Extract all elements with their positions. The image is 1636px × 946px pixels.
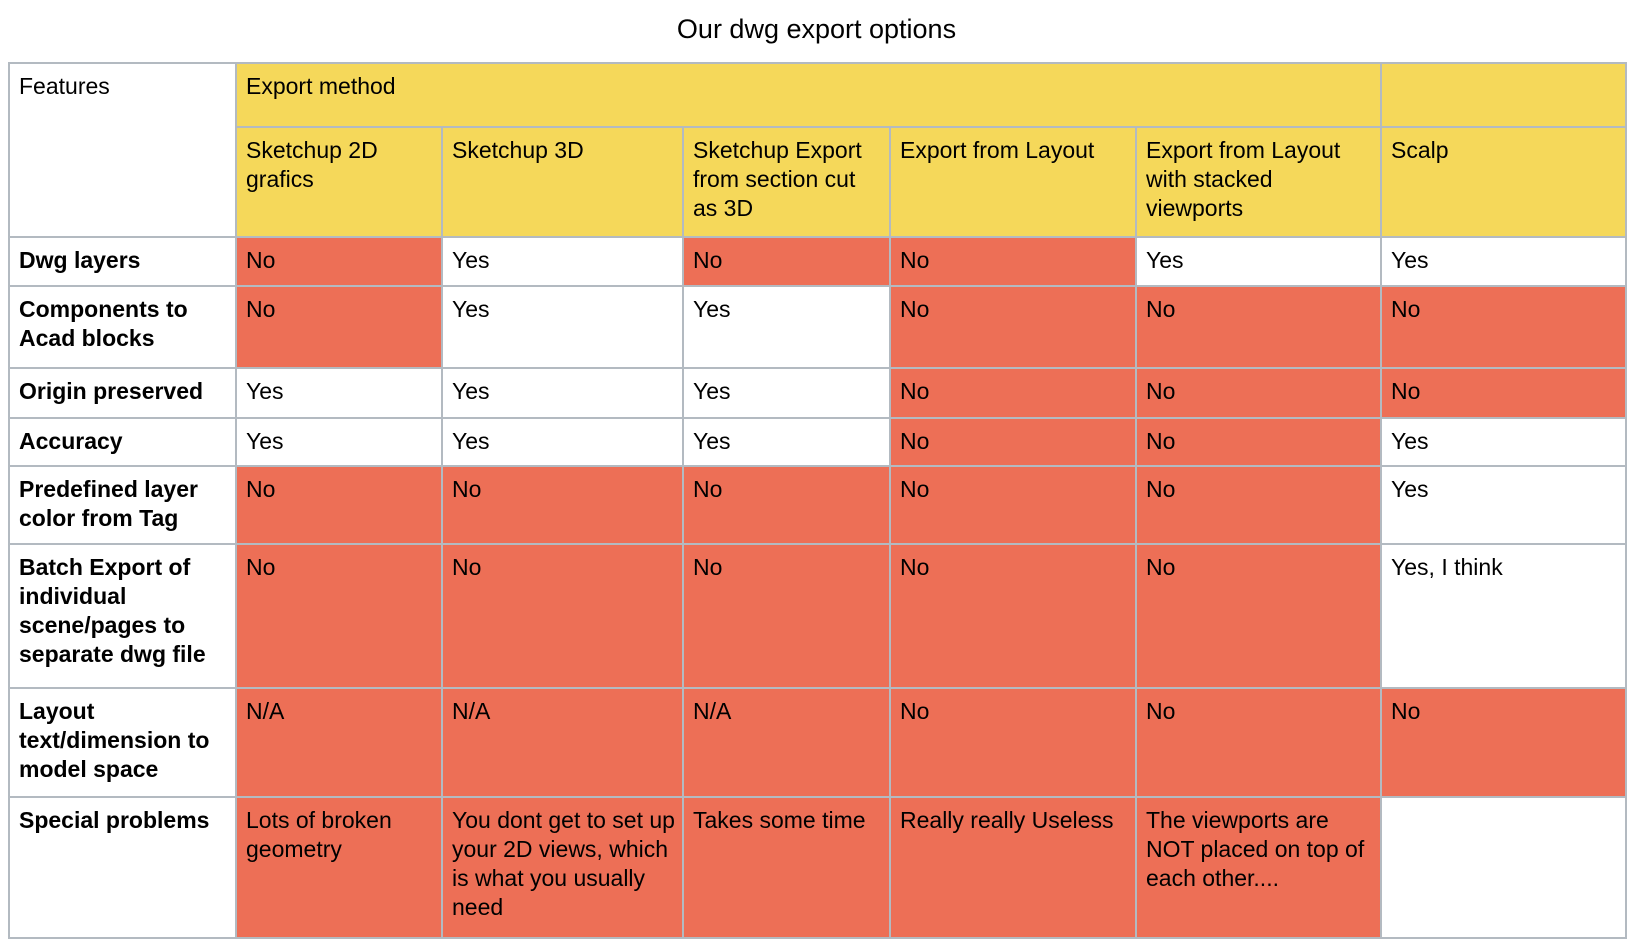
feature-label: Special problems [8,796,237,939]
value-cell: No [1380,285,1628,369]
value-cell: No [1134,465,1383,545]
value-cell: Takes some time [682,796,891,939]
value-cell: Lots of broken geometry [235,796,443,939]
value-cell: N/A [441,687,684,798]
value-cell: Yes [1134,236,1383,287]
value-cell: Yes [441,417,684,467]
value-cell: No [682,465,891,545]
column-header-section-cut: Sketchup Export from section cut as 3D [682,126,891,238]
value-cell: No [889,417,1137,467]
export-method-header-cell: Export method [234,62,1383,128]
value-cell: No [1134,687,1383,798]
value-cell: Yes [682,367,891,419]
table-row: Components to Acad blocks No Yes Yes No No No [8,285,1628,369]
value-cell: No [235,465,443,545]
value-cell: No [682,236,891,287]
feature-label: Layout text/dimension to model space [8,687,237,798]
value-cell: No [1134,285,1383,369]
value-cell: Yes, I think [1380,543,1628,689]
table-row: Origin preserved Yes Yes Yes No No No [8,367,1628,419]
feature-label: Accuracy [8,417,237,467]
feature-label: Predefined layer color from Tag [8,465,237,545]
column-header-stacked-viewports: Export from Layout with stacked viewport… [1134,126,1383,238]
value-cell: Yes [1380,417,1628,467]
export-options-table: Features Export method Sketchup 2D grafi… [8,62,1628,939]
value-cell: Really really Useless [889,796,1137,939]
value-cell: N/A [235,687,443,798]
value-cell: No [1134,417,1383,467]
value-cell: No [1380,367,1628,419]
value-cell: No [889,465,1137,545]
value-cell: No [1134,543,1383,689]
value-cell: No [1134,367,1383,419]
value-cell: Yes [441,236,684,287]
value-cell: No [235,285,443,369]
page-title: Our dwg export options [676,14,957,44]
table-row: Special problems Lots of broken geometry Y… [8,796,1628,939]
value-cell: No [1380,687,1628,798]
column-header-export-layout: Export from Layout [889,126,1137,238]
column-header-sketchup-3d: Sketchup 3D [441,126,684,238]
value-cell: No [889,687,1137,798]
value-cell: Yes [682,417,891,467]
value-cell: Yes [235,367,443,419]
value-cell: No [235,236,443,287]
value-cell [1380,796,1628,939]
value-cell: Yes [1380,236,1628,287]
column-header-scalp: Scalp [1380,126,1628,238]
table-row: Layout text/dimension to model space N/A N… [8,687,1628,798]
value-cell: You dont get to set up your 2D views, wh… [441,796,684,939]
table-row: Accuracy Yes Yes Yes No No Yes [8,417,1628,467]
table-row: Dwg layers No Yes No No Yes Yes [8,236,1628,287]
value-cell: No [441,543,684,689]
value-cell: No [441,465,684,545]
value-cell: The viewports are NOT placed on top of e… [1134,796,1383,939]
value-cell: N/A [682,687,891,798]
value-cell: Yes [235,417,443,467]
value-cell: No [682,543,891,689]
scalp-spacer-cell [1380,62,1628,128]
column-header-sketchup-2d: Sketchup 2D grafics [235,126,443,238]
value-cell: No [889,543,1137,689]
value-cell: Yes [682,285,891,369]
feature-label: Batch Export of individual scene/pages t… [8,543,237,689]
value-cell: No [235,543,443,689]
column-header-row: Sketchup 2D grafics Sketchup 3D Sketchup… [9,126,1628,238]
feature-label: Origin preserved [8,367,237,419]
value-cell: Yes [1380,465,1628,545]
table-body: Dwg layers No Yes No No Yes Yes Components to A… [8,236,1628,939]
feature-label: Components to Acad blocks [8,285,237,369]
feature-label: Dwg layers [8,236,237,287]
value-cell: No [889,367,1137,419]
value-cell: No [889,285,1137,369]
table-row: Batch Export of individual scene/pages t… [8,543,1628,689]
value-cell: Yes [441,367,684,419]
features-header-cell: Features [8,62,237,238]
group-header-row: Features Export method [8,62,1628,238]
table-row: Predefined layer color from Tag No No No No N… [8,465,1628,545]
value-cell: No [889,236,1137,287]
value-cell: Yes [441,285,684,369]
